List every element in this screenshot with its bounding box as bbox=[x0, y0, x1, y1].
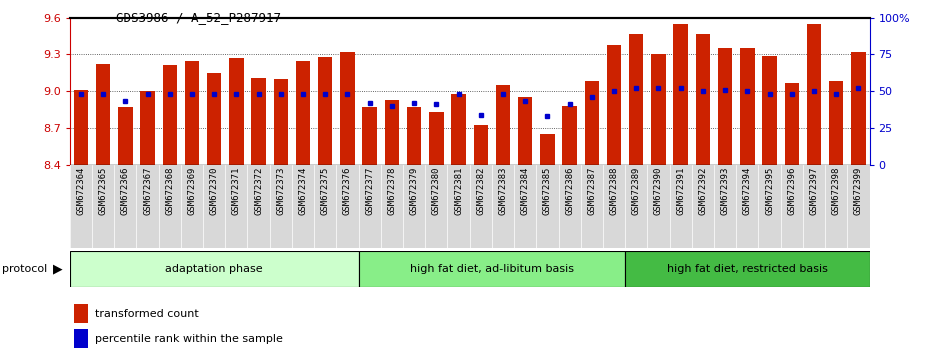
Text: GSM672381: GSM672381 bbox=[454, 167, 463, 216]
Text: GSM672385: GSM672385 bbox=[543, 167, 551, 216]
Bar bbox=[163, 65, 177, 165]
Bar bbox=[70, 165, 870, 248]
Bar bbox=[651, 55, 666, 165]
Bar bbox=[763, 56, 777, 165]
Text: GSM672395: GSM672395 bbox=[765, 167, 774, 216]
Text: GSM672373: GSM672373 bbox=[276, 167, 286, 216]
Bar bbox=[429, 112, 444, 165]
Bar bbox=[718, 48, 732, 165]
Bar bbox=[673, 24, 688, 165]
Text: GSM672388: GSM672388 bbox=[609, 167, 618, 216]
Bar bbox=[785, 82, 799, 165]
Text: GSM672364: GSM672364 bbox=[76, 167, 86, 216]
Text: high fat diet, ad-libitum basis: high fat diet, ad-libitum basis bbox=[410, 264, 574, 274]
Bar bbox=[496, 85, 511, 165]
Text: GDS3986 / A_52_P287917: GDS3986 / A_52_P287917 bbox=[116, 11, 281, 24]
Text: GSM672380: GSM672380 bbox=[432, 167, 441, 216]
Text: GSM672390: GSM672390 bbox=[654, 167, 663, 216]
Text: GSM672375: GSM672375 bbox=[321, 167, 330, 216]
Text: GSM672370: GSM672370 bbox=[209, 167, 219, 216]
Text: GSM672399: GSM672399 bbox=[854, 167, 863, 216]
Text: GSM672369: GSM672369 bbox=[188, 167, 196, 216]
Text: adaptation phase: adaptation phase bbox=[166, 264, 263, 274]
Text: ▶: ▶ bbox=[53, 263, 62, 275]
Text: GSM672366: GSM672366 bbox=[121, 167, 130, 216]
Bar bbox=[273, 79, 288, 165]
Bar bbox=[740, 48, 754, 165]
Bar bbox=[607, 45, 621, 165]
Text: GSM672372: GSM672372 bbox=[254, 167, 263, 216]
Bar bbox=[229, 58, 244, 165]
Bar bbox=[451, 93, 466, 165]
Bar bbox=[359, 251, 625, 287]
Bar bbox=[340, 52, 354, 165]
Bar bbox=[540, 134, 554, 165]
Bar bbox=[73, 304, 88, 323]
Bar bbox=[185, 61, 199, 165]
Bar bbox=[518, 97, 532, 165]
Bar bbox=[585, 81, 599, 165]
Text: GSM672367: GSM672367 bbox=[143, 167, 152, 216]
Bar bbox=[363, 107, 377, 165]
Text: high fat diet, restricted basis: high fat diet, restricted basis bbox=[667, 264, 828, 274]
Text: GSM672379: GSM672379 bbox=[409, 167, 418, 216]
Text: GSM672396: GSM672396 bbox=[788, 167, 796, 216]
Text: GSM672398: GSM672398 bbox=[831, 167, 841, 216]
Text: GSM672386: GSM672386 bbox=[565, 167, 574, 216]
Bar bbox=[207, 73, 221, 165]
Text: GSM672387: GSM672387 bbox=[588, 167, 596, 216]
Bar bbox=[318, 57, 332, 165]
Text: GSM672384: GSM672384 bbox=[521, 167, 530, 216]
Text: GSM672374: GSM672374 bbox=[299, 167, 308, 216]
Bar bbox=[70, 251, 359, 287]
Text: percentile rank within the sample: percentile rank within the sample bbox=[96, 333, 284, 344]
Bar bbox=[296, 61, 311, 165]
Bar bbox=[140, 91, 154, 165]
Text: GSM672371: GSM672371 bbox=[232, 167, 241, 216]
Bar bbox=[696, 34, 711, 165]
Bar bbox=[807, 24, 821, 165]
Bar bbox=[385, 100, 399, 165]
Text: GSM672392: GSM672392 bbox=[698, 167, 708, 216]
Text: GSM672365: GSM672365 bbox=[99, 167, 108, 216]
Text: GSM672382: GSM672382 bbox=[476, 167, 485, 216]
Text: protocol: protocol bbox=[2, 264, 47, 274]
Text: GSM672389: GSM672389 bbox=[631, 167, 641, 216]
Text: GSM672378: GSM672378 bbox=[388, 167, 396, 216]
Bar bbox=[473, 125, 488, 165]
Bar bbox=[251, 78, 266, 165]
Text: GSM672376: GSM672376 bbox=[343, 167, 352, 216]
Text: GSM672394: GSM672394 bbox=[743, 167, 751, 216]
Text: GSM672391: GSM672391 bbox=[676, 167, 685, 216]
Text: GSM672393: GSM672393 bbox=[721, 167, 730, 216]
Bar bbox=[829, 81, 844, 165]
Bar bbox=[851, 52, 866, 165]
Text: transformed count: transformed count bbox=[96, 309, 199, 319]
Bar bbox=[625, 251, 870, 287]
Bar bbox=[629, 34, 644, 165]
Text: GSM672383: GSM672383 bbox=[498, 167, 508, 216]
Bar bbox=[407, 107, 421, 165]
Bar bbox=[563, 106, 577, 165]
Text: GSM672377: GSM672377 bbox=[365, 167, 374, 216]
Bar bbox=[73, 329, 88, 348]
Bar bbox=[118, 107, 132, 165]
Text: GSM672397: GSM672397 bbox=[809, 167, 818, 216]
Bar bbox=[73, 90, 88, 165]
Bar bbox=[96, 64, 111, 165]
Text: GSM672368: GSM672368 bbox=[166, 167, 174, 216]
